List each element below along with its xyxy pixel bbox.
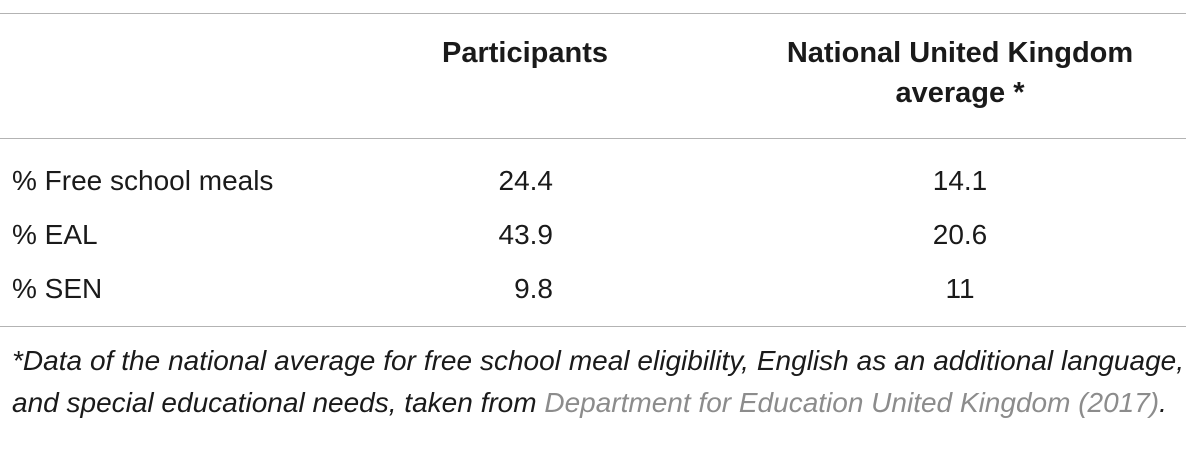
column-header-national-average: National United Kingdom average * xyxy=(740,33,1180,113)
participants-value: 24.4 xyxy=(498,165,554,196)
table-top-rule xyxy=(0,13,1186,14)
national-average-value: 14.1 xyxy=(932,165,988,196)
table-row: % EAL 43.9 20.6 xyxy=(0,210,1186,260)
row-label: % EAL xyxy=(12,219,98,250)
participants-value: 9.8 xyxy=(514,273,553,304)
column-header-participants: Participants xyxy=(390,33,660,73)
row-label: % Free school meals xyxy=(12,165,274,196)
national-average-value: 20.6 xyxy=(932,219,988,250)
column-header-national-line1: National United Kingdom xyxy=(786,37,1134,69)
table-row: % Free school meals 24.4 14.1 xyxy=(0,156,1186,206)
footnote-text: *Data of the national average for free s… xyxy=(12,345,1184,418)
table-row: % SEN 9.8 11 xyxy=(0,264,1186,314)
national-average-value: 11 xyxy=(945,273,975,304)
footnote-end: . xyxy=(1159,387,1167,418)
column-header-participants-label: Participants xyxy=(442,37,608,69)
row-label: % SEN xyxy=(12,273,103,304)
header-separator-rule xyxy=(0,138,1186,139)
table-bottom-rule xyxy=(0,326,1186,327)
table-footnote: *Data of the national average for free s… xyxy=(12,340,1184,424)
column-header-national-line2: average * xyxy=(895,77,1025,109)
footnote-reference-link[interactable]: Department for Education United Kingdom … xyxy=(544,387,1160,418)
participants-value: 43.9 xyxy=(498,219,554,250)
